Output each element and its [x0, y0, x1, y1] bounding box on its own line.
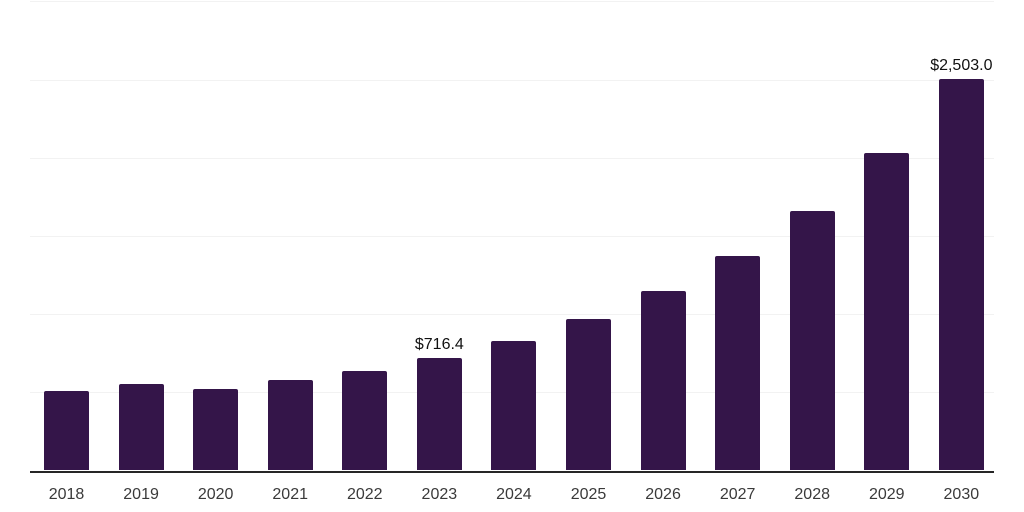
bar-2024	[491, 340, 537, 471]
x-tick-2027: 2027	[719, 486, 756, 503]
x-tick-2023: 2023	[421, 486, 458, 503]
bar-2023	[416, 358, 462, 471]
x-tick-2028: 2028	[794, 486, 830, 503]
gridline-2500	[30, 79, 994, 81]
bar-2027	[715, 256, 761, 471]
x-tick-2022: 2022	[346, 486, 383, 503]
x-tick-2026: 2026	[645, 486, 681, 503]
data-label-2030: $2,503.0	[930, 57, 993, 75]
bar-2021	[267, 379, 313, 471]
bar-2019	[118, 384, 164, 471]
bar-2025	[565, 318, 611, 471]
bar-2028	[789, 211, 835, 471]
gridline-2000	[30, 157, 994, 159]
gridline-1000	[30, 314, 994, 316]
x-tick-2018: 2018	[48, 486, 85, 503]
bar-2030	[938, 79, 984, 471]
x-tick-2030: 2030	[943, 486, 980, 503]
x-axis-line	[30, 470, 994, 473]
x-tick-2024: 2024	[496, 486, 532, 503]
x-tick-2029: 2029	[868, 486, 905, 503]
x-tick-2019: 2019	[123, 486, 159, 503]
bar-2029	[864, 153, 910, 471]
bar-2020	[193, 389, 239, 471]
x-tick-2021: 2021	[272, 486, 308, 503]
x-tick-2020: 2020	[197, 486, 234, 503]
data-label-2023: $716.4	[414, 336, 464, 354]
gridline-1500	[30, 235, 994, 237]
gridline-3000	[30, 1, 994, 3]
x-tick-2025: 2025	[570, 486, 607, 503]
bar-2026	[640, 291, 686, 471]
bar-2022	[342, 371, 388, 471]
bar-2018	[44, 390, 89, 471]
